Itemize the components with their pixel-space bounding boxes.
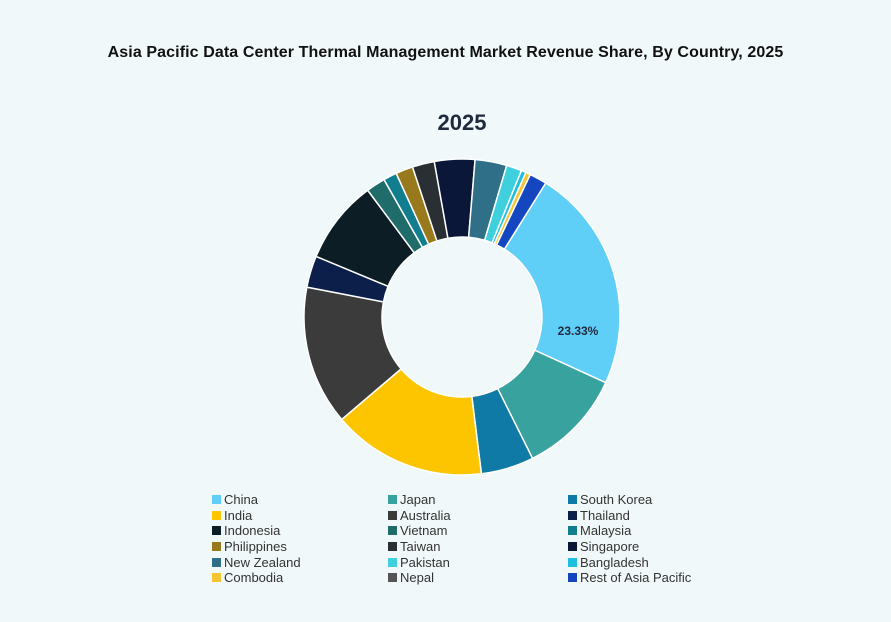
legend-label: South Korea	[580, 492, 653, 508]
chart-legend: China Japan South Korea India Australia Thail…	[212, 492, 732, 586]
legend-swatch-icon	[212, 557, 221, 567]
legend-label: Combodia	[224, 570, 284, 586]
legend-swatch-icon	[212, 526, 221, 536]
legend-label: Japan	[400, 492, 436, 508]
legend-item: Indonesia	[212, 523, 388, 539]
legend-label: Philippines	[224, 539, 287, 555]
legend-swatch-icon	[568, 526, 577, 536]
legend-swatch-icon	[212, 510, 221, 520]
legend-label: Nepal	[400, 570, 434, 586]
legend-swatch-icon	[388, 542, 397, 552]
legend-swatch-icon	[388, 510, 397, 520]
legend-item: South Korea	[568, 492, 732, 508]
legend-swatch-icon	[568, 495, 577, 505]
legend-swatch-icon	[568, 510, 577, 520]
legend-swatch-icon	[388, 573, 397, 583]
legend-item: Vietnam	[388, 523, 568, 539]
legend-swatch-icon	[388, 495, 397, 505]
legend-label: India	[224, 507, 253, 523]
legend-swatch-icon	[388, 526, 397, 536]
legend-item: Malaysia	[568, 523, 732, 539]
legend-item: Nepal	[388, 570, 568, 586]
legend-swatch-icon	[212, 542, 221, 552]
legend-item: China	[212, 492, 388, 508]
legend-item: Rest of Asia Pacific	[568, 570, 732, 586]
legend-item: Philippines	[212, 539, 388, 555]
legend-label: Indonesia	[224, 523, 281, 539]
legend-label: Bangladesh	[580, 554, 649, 570]
legend-label: Pakistan	[400, 554, 450, 570]
slice-rest-of-asia-pacific	[495, 173, 547, 251]
legend-item: Singapore	[568, 539, 732, 555]
legend-label: China	[224, 492, 258, 508]
legend-item: Japan	[388, 492, 568, 508]
legend-label: Taiwan	[400, 539, 441, 555]
legend-label: Singapore	[580, 539, 640, 555]
legend-label: Australia	[400, 507, 451, 523]
slice-china	[503, 181, 621, 384]
legend-item: Taiwan	[388, 539, 568, 555]
legend-item: Combodia	[212, 570, 388, 586]
legend-swatch-icon	[568, 573, 577, 583]
legend-item: New Zealand	[212, 554, 388, 570]
legend-item: Thailand	[568, 508, 732, 524]
chart-title: Asia Pacific Data Center Thermal Managem…	[107, 44, 784, 61]
legend-label: Thailand	[580, 507, 630, 523]
legend-swatch-icon	[568, 542, 577, 552]
legend-swatch-icon	[212, 495, 221, 505]
legend-item: India	[212, 508, 388, 524]
legend-label: Vietnam	[400, 523, 448, 539]
legend-label: Rest of Asia Pacific	[580, 570, 692, 586]
legend-item: Australia	[388, 508, 568, 524]
legend-item: Pakistan	[388, 554, 568, 570]
legend-swatch-icon	[388, 557, 397, 567]
china-data-label: 23.33%	[558, 324, 599, 338]
legend-swatch-icon	[212, 573, 221, 583]
chart-subtitle-year: 2025	[437, 110, 487, 135]
legend-item: Bangladesh	[568, 554, 732, 570]
legend-swatch-icon	[568, 557, 577, 567]
legend-label: Malaysia	[580, 523, 632, 539]
legend-label: New Zealand	[224, 554, 301, 570]
